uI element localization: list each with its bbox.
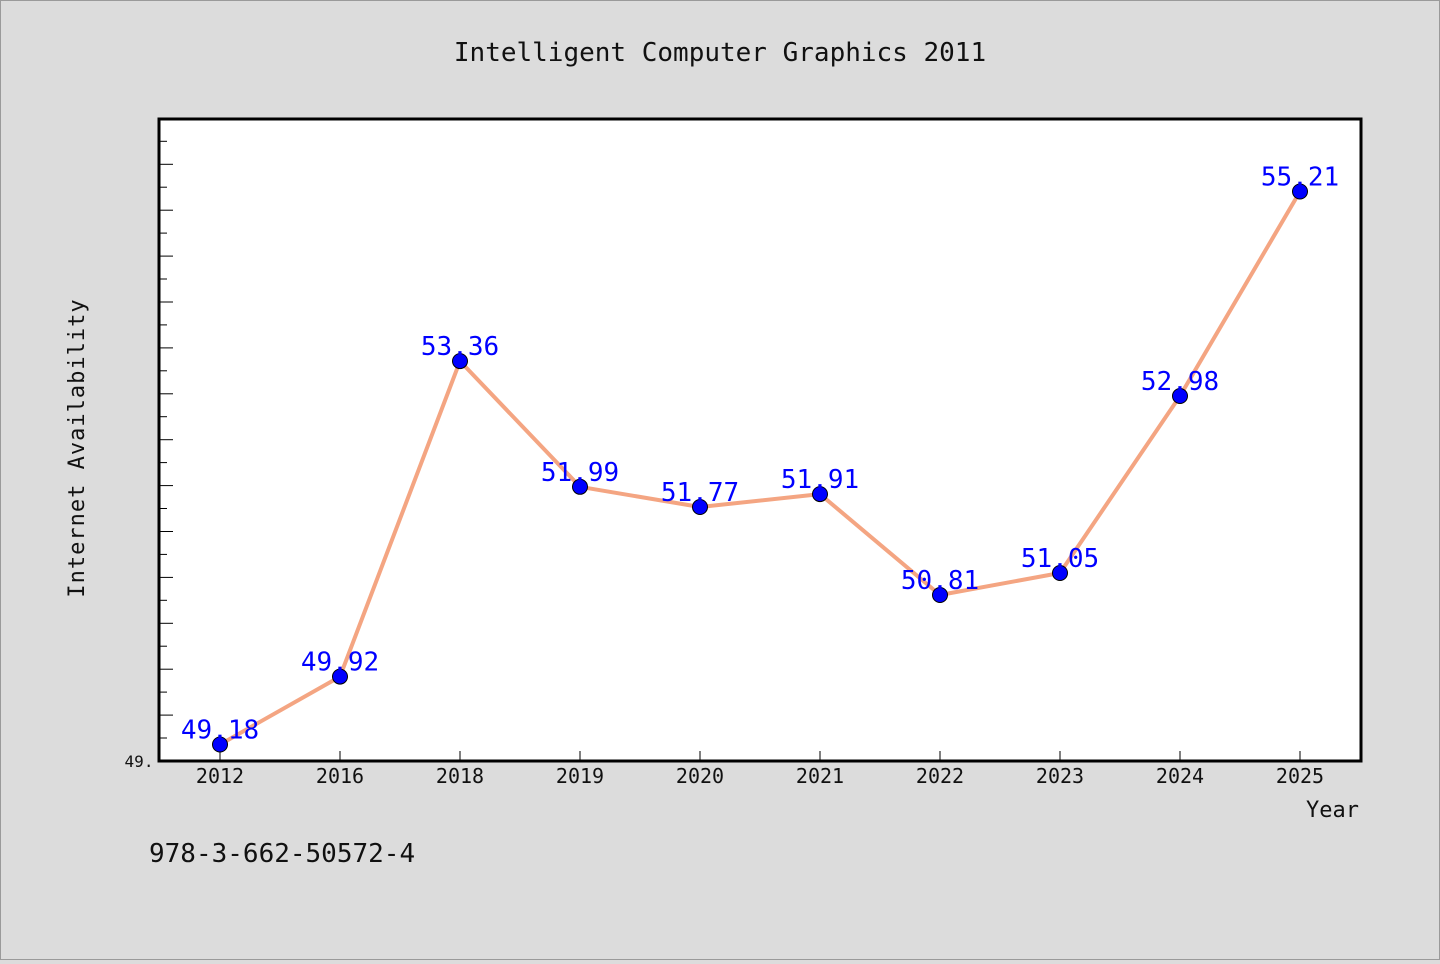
data-point bbox=[452, 353, 468, 370]
x-axis-ticks bbox=[219, 751, 1301, 761]
data-label: 50.81 bbox=[901, 566, 979, 596]
data-point bbox=[692, 499, 708, 515]
data-label: 55.21 bbox=[1261, 163, 1339, 193]
x-tick-label: 2020 bbox=[676, 764, 724, 788]
data-label: 51.99 bbox=[541, 458, 619, 488]
x-tick-label: 2023 bbox=[1036, 764, 1084, 788]
x-tick-label: 2025 bbox=[1276, 764, 1324, 788]
data-label: 53.36 bbox=[421, 332, 499, 362]
data-label: 52.98 bbox=[1141, 367, 1219, 397]
x-tick-label: 2019 bbox=[556, 764, 604, 788]
marker-group bbox=[212, 183, 1308, 753]
x-tick-labels: 2012 2016 2018 2019 2020 2021 2022 2023 2024 2025 bbox=[196, 764, 1324, 788]
series-line bbox=[218, 189, 1302, 747]
plot-area bbox=[157, 117, 1363, 763]
data-point bbox=[1292, 183, 1308, 200]
y-axis-label: Internet Availability bbox=[65, 298, 90, 597]
data-point bbox=[932, 587, 948, 603]
x-tick-label: 2012 bbox=[196, 764, 244, 788]
chart-title: Intelligent Computer Graphics 2011 bbox=[454, 38, 986, 68]
x-tick-label: 2022 bbox=[916, 764, 964, 788]
data-point bbox=[212, 736, 228, 753]
x-tick-label: 2016 bbox=[316, 764, 364, 788]
series-line-group bbox=[218, 189, 1302, 747]
data-label: 51.91 bbox=[781, 465, 859, 495]
data-point bbox=[1052, 565, 1068, 581]
data-point bbox=[332, 668, 348, 685]
isbn-text: 978-3-662-50572-4 bbox=[149, 839, 415, 869]
data-label-group: 49.18 49.92 53.36 51.99 51.77 51.91 50.81 51.05… bbox=[181, 163, 1339, 746]
data-point bbox=[572, 478, 588, 495]
x-tick-label: 2021 bbox=[796, 764, 844, 788]
data-point bbox=[1172, 388, 1188, 404]
data-label: 51.05 bbox=[1021, 544, 1099, 574]
data-label: 49.92 bbox=[301, 648, 379, 678]
data-label: 51.77 bbox=[661, 478, 739, 508]
x-tick-label: 2018 bbox=[436, 764, 484, 788]
data-point bbox=[812, 486, 828, 503]
y-axis-min-label: 49. bbox=[125, 752, 154, 771]
y-axis-ticks bbox=[159, 140, 173, 762]
x-tick-label: 2024 bbox=[1156, 764, 1204, 788]
x-axis-label: Year bbox=[1306, 798, 1359, 823]
data-label: 49.18 bbox=[181, 716, 259, 746]
